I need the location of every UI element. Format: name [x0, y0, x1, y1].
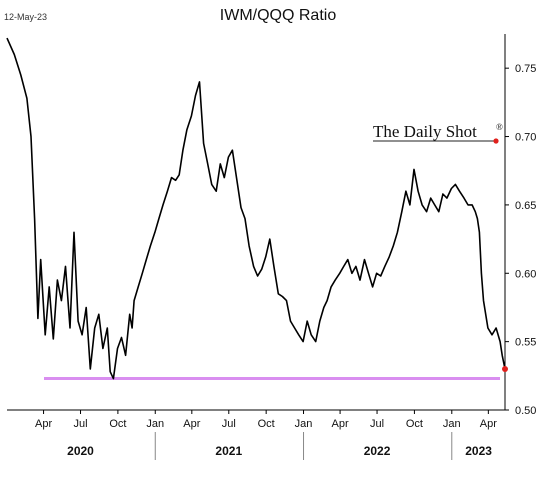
- x-tick-label: Jan: [295, 418, 313, 430]
- brand-watermark: The Daily Shot ®: [373, 122, 503, 144]
- x-tick-label: Apr: [35, 418, 52, 430]
- series-line: [6, 37, 506, 380]
- chart-date: 12-May-23: [4, 12, 47, 22]
- y-tick-label: 0.70: [515, 132, 536, 144]
- y-axis-ticks: 0.50 0.55 0.60 0.65 0.70 0.75: [505, 63, 536, 417]
- x-tick-label: Oct: [258, 418, 275, 430]
- brand-name: The Daily Shot: [373, 122, 477, 141]
- x-tick-label: Apr: [480, 418, 497, 430]
- y-tick-label: 0.50: [515, 405, 536, 417]
- x-tick-label: Jul: [222, 418, 236, 430]
- x-tick-label: Jan: [146, 418, 164, 430]
- year-labels: 2020 2021 2022 2023: [67, 444, 492, 458]
- year-label: 2022: [364, 444, 391, 458]
- y-tick-label: 0.65: [515, 200, 536, 212]
- y-tick-label: 0.75: [515, 63, 536, 75]
- x-tick-label: Jan: [443, 418, 461, 430]
- x-tick-label: Jul: [370, 418, 384, 430]
- x-tick-label: Apr: [332, 418, 349, 430]
- x-tick-label: Oct: [109, 418, 126, 430]
- x-tick-label: Oct: [406, 418, 423, 430]
- year-label: 2023: [465, 444, 492, 458]
- chart-title: IWM/QQQ Ratio: [220, 7, 337, 24]
- brand-dot: [493, 138, 499, 144]
- y-tick-label: 0.55: [515, 337, 536, 349]
- year-label: 2021: [215, 444, 242, 458]
- y-tick-label: 0.60: [515, 268, 536, 280]
- year-separators: [154, 432, 453, 460]
- brand-mark: ®: [496, 122, 503, 132]
- year-label: 2020: [67, 444, 94, 458]
- x-axis-ticks: Apr Jul Oct Jan Apr Jul Oct Jan Apr Jul Oct Jan Apr: [35, 410, 497, 430]
- last-data-point: [502, 365, 508, 372]
- x-tick-label: Apr: [183, 418, 200, 430]
- x-tick-label: Jul: [73, 418, 87, 430]
